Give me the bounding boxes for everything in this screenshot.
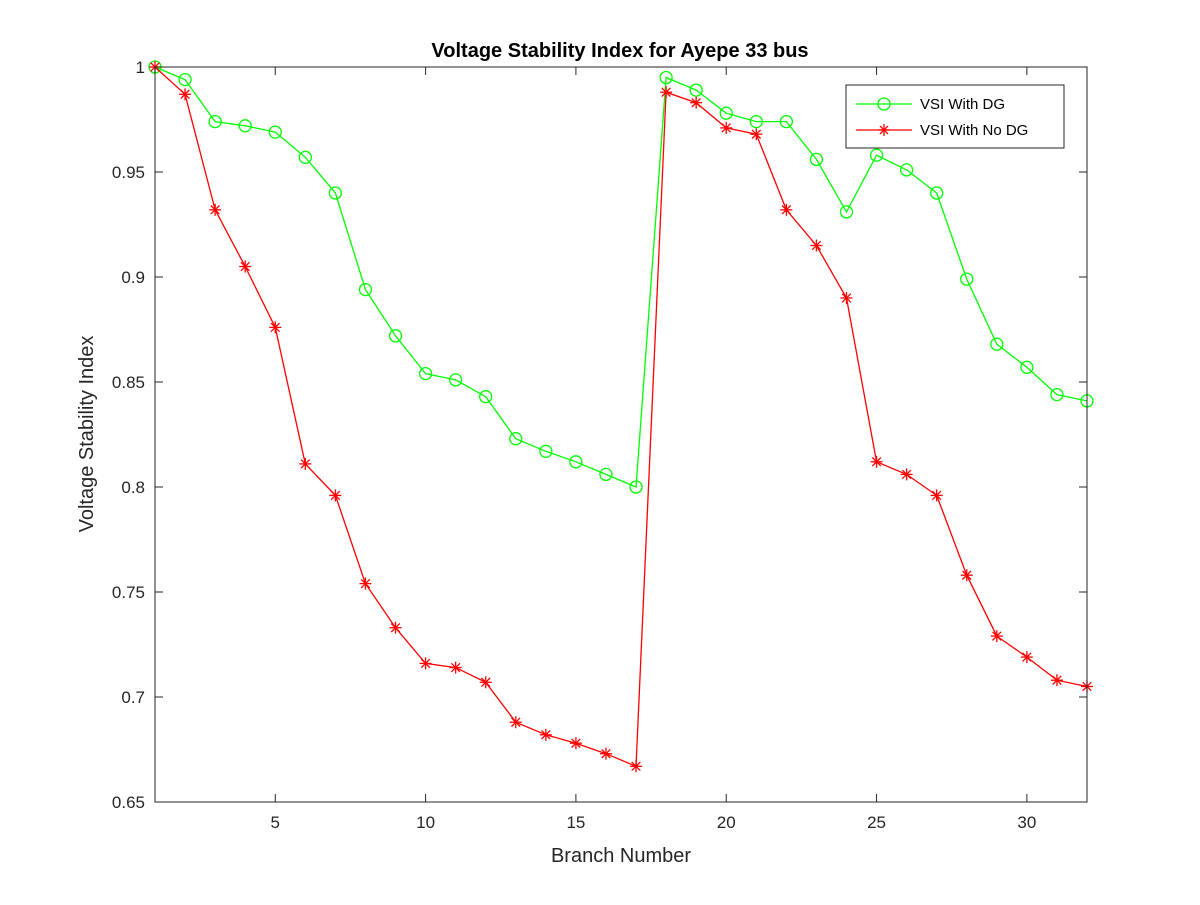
data-point-vsi-with-dg — [448, 373, 463, 387]
y-axis-label: Voltage Stability Index — [76, 336, 98, 533]
data-point-vsi-with-no-dg — [239, 260, 252, 273]
data-point-vsi-with-no-dg — [509, 716, 522, 729]
data-point-vsi-with-no-dg — [990, 630, 1003, 643]
data-point-vsi-with-dg — [659, 70, 673, 85]
data-point-vsi-with-no-dg — [720, 121, 733, 134]
axes-layer: 5 10 15 20 25 30 0.65 0.7 0.75 0.8 0.85 0.9 0.95 1 — [112, 58, 1088, 832]
data-point-vsi-with-dg — [539, 444, 553, 458]
data-point-vsi-with-dg — [689, 83, 703, 97]
y-tick-label: 0.8 — [121, 478, 145, 497]
data-point-vsi-with-no-dg — [1020, 651, 1033, 664]
y-tick-label: 1 — [136, 58, 145, 77]
x-tick-label: 10 — [416, 813, 435, 832]
y-tick-label: 0.75 — [112, 583, 145, 602]
data-point-vsi-with-no-dg — [870, 455, 883, 468]
data-point-vsi-with-dg — [930, 186, 944, 200]
data-point-vsi-with-no-dg — [960, 569, 973, 582]
axes-box — [154, 66, 1088, 803]
data-point-vsi-with-no-dg — [840, 292, 853, 304]
data-point-vsi-with-no-dg — [539, 728, 552, 741]
legend-label-with-dg: VSI With DG — [920, 96, 1005, 113]
legend-box — [845, 84, 1065, 149]
legend-marker-with-dg — [877, 97, 891, 111]
data-point-vsi-with-dg — [779, 114, 794, 129]
data-point-vsi-with-no-dg — [209, 203, 222, 216]
data-point-vsi-with-no-dg — [359, 577, 372, 590]
data-point-vsi-with-dg — [178, 72, 192, 87]
series-line-vsi-with-no-dg — [154, 66, 1088, 768]
data-point-vsi-with-no-dg — [630, 760, 643, 773]
data-point-vsi-with-dg — [268, 125, 282, 139]
x-tick-label: 20 — [717, 813, 736, 832]
data-point-vsi-with-no-dg — [329, 489, 342, 502]
data-point-vsi-with-dg — [328, 186, 343, 200]
data-point-vsi-with-dg — [719, 106, 733, 120]
data-point-vsi-with-dg — [238, 119, 252, 133]
data-point-vsi-with-dg — [869, 148, 884, 162]
plot-area — [155, 67, 1087, 802]
data-point-vsi-with-dg — [809, 152, 824, 167]
data-point-vsi-with-dg — [960, 272, 974, 286]
data-point-vsi-with-no-dg — [660, 86, 673, 99]
data-point-vsi-with-no-dg — [569, 737, 582, 750]
data-point-vsi-with-no-dg — [900, 468, 913, 481]
legend-marker-no-dg — [878, 124, 890, 136]
data-point-vsi-with-no-dg — [419, 657, 432, 670]
data-point-vsi-with-dg — [388, 329, 403, 343]
data-point-vsi-with-dg — [569, 455, 583, 469]
legend-label-no-dg: VSI With No DG — [920, 122, 1028, 139]
x-tick-label: 5 — [271, 813, 280, 832]
data-point-vsi-with-dg — [208, 114, 222, 129]
data-point-vsi-with-dg — [418, 366, 433, 381]
data-point-vsi-with-no-dg — [449, 661, 462, 674]
data-point-vsi-with-no-dg — [810, 239, 823, 252]
y-tick-label: 0.9 — [121, 268, 145, 287]
data-point-vsi-with-dg — [509, 432, 523, 446]
y-tick-label: 0.7 — [121, 688, 145, 707]
data-point-vsi-with-no-dg — [389, 621, 402, 634]
data-point-vsi-with-no-dg — [299, 457, 312, 470]
data-point-vsi-with-dg — [629, 480, 643, 494]
data-point-vsi-with-no-dg — [1050, 674, 1063, 687]
data-point-vsi-with-no-dg — [599, 747, 612, 760]
data-point-vsi-with-no-dg — [690, 96, 703, 109]
data-point-vsi-with-dg — [599, 467, 613, 482]
data-point-vsi-with-dg — [479, 390, 493, 404]
data-point-vsi-with-dg — [1050, 387, 1064, 402]
data-point-vsi-with-dg — [899, 163, 914, 177]
y-tick-label: 0.85 — [112, 373, 145, 392]
data-point-vsi-with-dg — [839, 205, 854, 219]
y-tick-label: 0.95 — [112, 163, 145, 182]
data-point-vsi-with-no-dg — [930, 489, 943, 502]
data-point-vsi-with-dg — [990, 337, 1004, 351]
data-point-vsi-with-no-dg — [179, 88, 192, 101]
data-point-vsi-with-no-dg — [479, 676, 492, 689]
data-point-vsi-with-dg — [358, 282, 373, 297]
legend: VSI With DG VSI With No DG — [845, 84, 1065, 149]
x-tick-label: 25 — [867, 813, 886, 832]
y-tick-label: 0.65 — [112, 793, 145, 812]
x-tick-label: 30 — [1017, 813, 1036, 832]
data-point-vsi-with-no-dg — [269, 321, 282, 334]
x-axis-label: Branch Number — [551, 845, 691, 867]
x-tick-label: 15 — [566, 813, 585, 832]
data-point-vsi-with-dg — [298, 150, 312, 164]
series-layer — [148, 60, 1094, 773]
data-point-vsi-with-dg — [749, 114, 763, 129]
data-point-vsi-with-no-dg — [750, 128, 763, 141]
data-point-vsi-with-dg — [1020, 360, 1034, 374]
data-point-vsi-with-no-dg — [780, 203, 793, 216]
chart-title: Voltage Stability Index for Ayepe 33 bus — [431, 40, 808, 62]
